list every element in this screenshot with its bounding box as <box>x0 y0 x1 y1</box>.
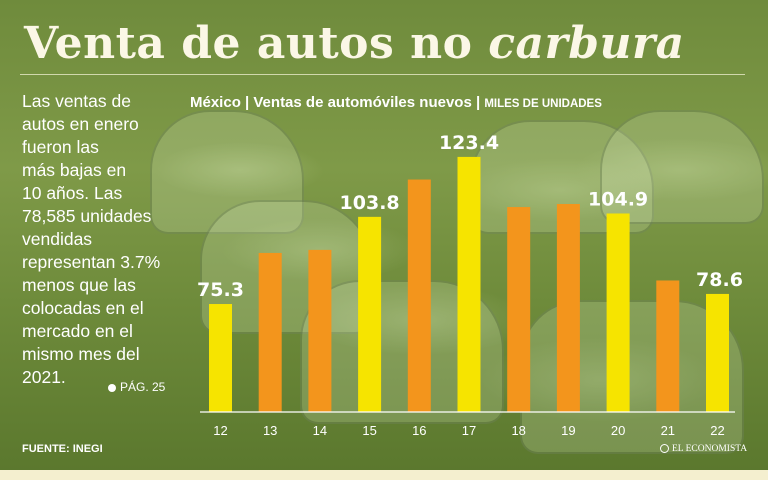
x-tick-label: 15 <box>362 423 376 438</box>
sidebar-line: mercado en el <box>22 321 133 341</box>
sidebar-line: 2021. <box>22 367 66 387</box>
sidebar-line: representan 3.7% <box>22 252 161 272</box>
value-labels-group: 75.3 103.8 123.4 104.9 78.6 <box>197 132 743 301</box>
bar-14 <box>308 249 332 412</box>
bar-15 <box>358 216 382 412</box>
data-label: 123.4 <box>439 132 499 154</box>
x-tick-label: 21 <box>661 423 675 438</box>
car-silhouette <box>600 110 764 224</box>
bottom-strip <box>0 470 768 480</box>
sidebar-line: más bajas en <box>22 160 127 180</box>
data-label: 78.6 <box>696 269 743 291</box>
bar-22 <box>706 293 729 412</box>
x-tick-label: 22 <box>710 423 724 438</box>
bar-18 <box>507 207 531 412</box>
sidebar-line: vendidas <box>22 229 93 249</box>
sidebar-paragraph: Las ventas de autos en enero fueron las más… <box>22 90 182 389</box>
bar-12 <box>209 304 232 412</box>
bar-21 <box>656 280 680 412</box>
publisher-name: EL ECONOMISTA <box>672 444 748 454</box>
bar-20 <box>606 213 630 412</box>
sidebar-line: 78,585 unidades <box>22 206 152 226</box>
chart-subtitle: México | Ventas de automóviles nuevos | … <box>190 94 602 111</box>
bars-group <box>209 156 729 412</box>
title-emphasis: carbura <box>488 18 685 69</box>
page-reference: PÁG. 25 <box>108 376 165 399</box>
sidebar-line: mismo mes del <box>22 344 140 364</box>
sidebar-text: Las ventas de autos en enero fueron las más… <box>22 90 182 394</box>
data-label: 75.3 <box>197 279 244 301</box>
page-title: Venta de autos no carbura <box>24 18 685 69</box>
sidebar-line: menos que las <box>22 275 136 295</box>
sidebar-line: 10 años. Las <box>22 183 123 203</box>
x-tick-label: 17 <box>462 423 476 438</box>
title-divider <box>20 74 745 75</box>
source-note: FUENTE: INEGI <box>22 443 103 455</box>
sidebar-line: Las ventas de <box>22 91 131 111</box>
bullet-icon <box>108 383 116 392</box>
data-label: 104.9 <box>588 188 648 210</box>
x-tick-label: 13 <box>263 423 277 438</box>
x-tick-label: 14 <box>313 423 327 438</box>
page-reference-label: PÁG. 25 <box>120 380 166 394</box>
publisher-logo: EL ECONOMISTA <box>660 444 747 454</box>
subtitle-units: MILES DE UNIDADES <box>484 98 602 110</box>
x-tick-label: 16 <box>412 423 426 438</box>
data-label: 103.8 <box>340 192 400 214</box>
subtitle-main: México | Ventas de automóviles nuevos | <box>190 94 481 111</box>
title-main: Venta de autos no <box>24 18 473 69</box>
sidebar-line: autos en enero <box>22 114 139 134</box>
globe-icon <box>660 444 669 454</box>
sidebar-line: fueron las <box>22 137 99 157</box>
x-tick-label: 19 <box>561 423 575 438</box>
x-tick-label: 20 <box>611 423 625 438</box>
sidebar-line: colocadas en el <box>22 298 144 318</box>
bar-13 <box>258 252 282 412</box>
bar-19 <box>556 204 580 412</box>
x-tick-label: 12 <box>213 423 227 438</box>
x-tick-label: 18 <box>511 423 525 438</box>
bar-17 <box>457 156 481 412</box>
bar-16 <box>407 179 431 412</box>
x-tick-labels-group: 12 13 14 15 16 17 18 19 20 21 22 <box>213 423 724 438</box>
